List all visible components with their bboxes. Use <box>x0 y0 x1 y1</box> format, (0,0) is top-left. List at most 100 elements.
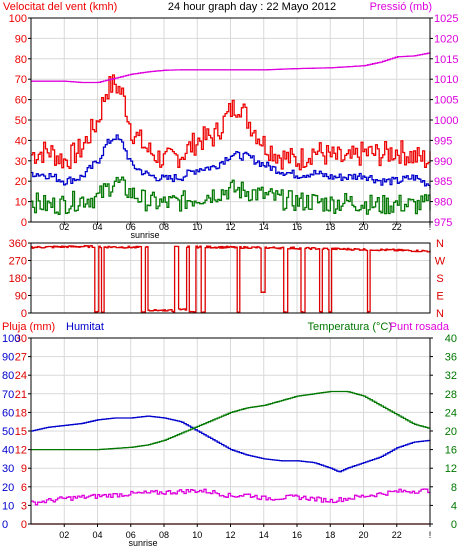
x-tick-label: 08 <box>159 530 169 540</box>
pressure-series-line <box>31 52 431 84</box>
temperature-tick-label: 4 <box>451 500 457 512</box>
humidity-line <box>31 415 431 473</box>
temperature-title: Temperatura (°C) <box>308 321 392 333</box>
humidity-tick-label: 50 <box>2 426 14 438</box>
temperature-tick-label: 28 <box>445 389 457 401</box>
x-tick-label: 08 <box>159 222 169 232</box>
rain-title: Pluja (mm) <box>2 321 55 333</box>
x-tick-label: 18 <box>325 222 335 232</box>
wind-speed-tick-label: 60 <box>15 95 27 107</box>
humidity-tick-label: 40 <box>2 445 14 457</box>
temperature-tick-label: 20 <box>445 426 457 438</box>
x-tick-label: 12 <box>225 530 235 540</box>
rain-tick-label: 18 <box>15 407 27 419</box>
rain-tick-label: 9 <box>21 463 27 475</box>
direction-tick-label: 270 <box>9 256 27 268</box>
rain-tick-label: 30 <box>15 333 27 345</box>
x-tick-label: 14 <box>259 530 269 540</box>
pressure-tick-label: 980 <box>434 197 452 209</box>
wind-series-line <box>31 134 431 189</box>
direction-tick-label: 0 <box>21 308 27 320</box>
x-tick-label: 16 <box>292 530 302 540</box>
x-tick-label: 22 <box>392 222 402 232</box>
x-tick-label: 04 <box>92 222 102 232</box>
wind-speed-tick-label: 100 <box>9 13 27 25</box>
panel-direction-series <box>31 245 431 314</box>
x-tick-label: 02 <box>59 530 69 540</box>
rain-tick-label: 21 <box>15 389 27 401</box>
humidity-title: Humitat <box>66 321 104 333</box>
sunrise-label-bottom: sunrise <box>128 538 157 548</box>
temperature-line <box>31 390 431 451</box>
sunrise-label: sunrise <box>130 230 159 240</box>
wind-speed-tick-label: 20 <box>15 176 27 188</box>
green-series-line <box>31 176 431 215</box>
x-tick-label: 06 <box>126 530 136 540</box>
panel-temp-x-axis: 02 04 06 08 10 12 14 16 18 20 22! <box>59 524 431 540</box>
x-tick-label: 10 <box>192 530 202 540</box>
panel-wind-x-axis: 02 04 06 08 10 12 14 16 18 20 22! <box>59 222 431 232</box>
compass-label: N <box>436 308 444 320</box>
wind-speed-tick-label: 40 <box>15 135 27 147</box>
compass-label: E <box>436 291 443 303</box>
temperature-tick-label: 32 <box>445 370 457 382</box>
pressure-axis: 975 980 985 990 995 1000 1005 1010 1015 1020 1025 <box>430 13 458 229</box>
temperature-tick-label: 40 <box>445 333 457 345</box>
pressure-tick-label: 1015 <box>434 54 458 66</box>
wind-speed-title: Velocitat del vent (kmh) <box>3 1 117 13</box>
humidity-tick-label: 10 <box>2 500 14 512</box>
rain-tick-label: 12 <box>15 445 27 457</box>
dewpoint-title: Punt rosada <box>390 321 450 333</box>
x-tick-label: 20 <box>358 222 368 232</box>
panel-direction-grid <box>31 243 431 313</box>
x-tick-label: 02 <box>59 222 69 232</box>
x-tick-label: ! <box>429 530 432 540</box>
rain-tick-label: 3 <box>21 500 27 512</box>
direction-degrees-axis: 0 90 180 270 360 <box>9 238 31 320</box>
pressure-title: Pressió (mb) <box>370 1 432 13</box>
gust-series-line <box>31 74 431 171</box>
wind-direction-line <box>31 245 431 314</box>
compass-label: W <box>435 256 446 268</box>
wind-speed-tick-label: 30 <box>15 156 27 168</box>
wind-speed-tick-label: 70 <box>15 74 27 86</box>
pressure-tick-label: 1020 <box>434 33 458 45</box>
wind-speed-tick-label: 50 <box>15 115 27 127</box>
temperature-tick-label: 12 <box>445 463 457 475</box>
humidity-tick-label: 70 <box>2 389 14 401</box>
temperature-tick-label: 36 <box>445 352 457 364</box>
rain-tick-label: 0 <box>21 519 27 531</box>
wind-speed-tick-label: 10 <box>15 197 27 209</box>
panel-wind-grid <box>31 18 431 222</box>
pressure-tick-label: 1025 <box>434 13 458 25</box>
x-tick-label: 12 <box>225 222 235 232</box>
humidity-tick-label: 20 <box>2 482 14 494</box>
pressure-tick-label: 990 <box>434 156 452 168</box>
wind-speed-tick-label: 0 <box>21 217 27 229</box>
x-tick-label: 16 <box>292 222 302 232</box>
rain-tick-label: 15 <box>15 426 27 438</box>
compass-label: N <box>436 238 444 250</box>
pressure-tick-label: 995 <box>434 135 452 147</box>
x-tick-label: 20 <box>358 530 368 540</box>
x-tick-label: 14 <box>259 222 269 232</box>
pressure-tick-label: 975 <box>434 217 452 229</box>
x-tick-label: ! <box>429 222 432 232</box>
pressure-tick-label: 1000 <box>434 115 458 127</box>
humidity-tick-label: 30 <box>2 463 14 475</box>
temperature-axis: 0 4 8 12 16 20 24 28 32 36 40 <box>430 333 457 531</box>
rain-tick-label: 24 <box>15 370 27 382</box>
temperature-tick-label: 24 <box>445 407 457 419</box>
temperature-tick-label: 16 <box>445 445 457 457</box>
dewpoint-line <box>31 488 431 506</box>
x-tick-label: 04 <box>92 530 102 540</box>
x-tick-label: 18 <box>325 530 335 540</box>
panel-rain-humidity-temp: 0031062093012401550186021702480279030100… <box>2 333 457 548</box>
humidity-tick-label: 0 <box>2 519 8 531</box>
humidity-tick-label: 90 <box>2 352 14 364</box>
